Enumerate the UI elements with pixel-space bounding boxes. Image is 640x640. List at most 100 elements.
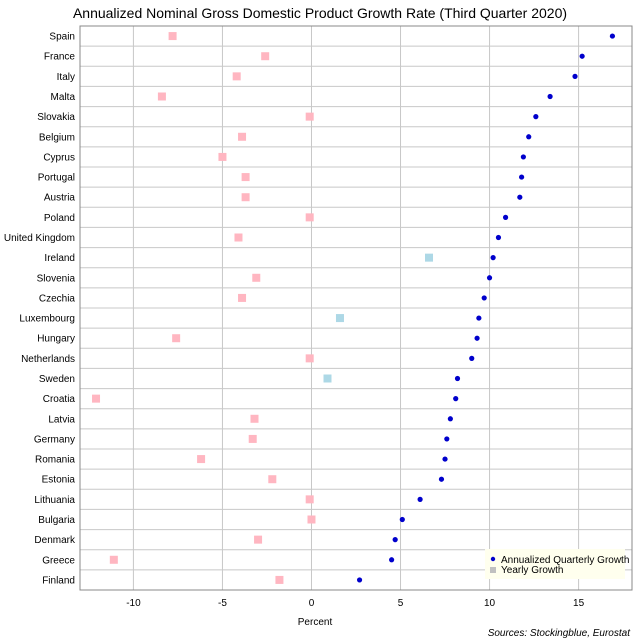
chart-title: Annualized Nominal Gross Domestic Produc…: [73, 5, 567, 21]
y-tick-label: Portugal: [38, 173, 75, 184]
yearly-growth-point: [305, 354, 314, 363]
yearly-growth-point: [335, 314, 344, 323]
grid-lines: [80, 25, 632, 591]
y-tick-label: Ireland: [44, 253, 75, 264]
yearly-growth-point: [109, 555, 118, 564]
y-tick-label: Luxembourg: [19, 314, 75, 325]
y-tick-label: Hungary: [37, 334, 75, 345]
y-tick-label: Denmark: [34, 535, 76, 546]
quarterly-growth-point: [495, 234, 502, 241]
yearly-growth-point: [234, 233, 243, 242]
quarterly-growth-point: [609, 33, 616, 39]
yearly-growth-point: [425, 253, 434, 262]
quarterly-growth-point: [447, 416, 453, 422]
y-tick-label: Latvia: [48, 414, 75, 425]
y-tick-label: Estonia: [42, 475, 76, 486]
x-tick-label: 5: [398, 598, 404, 609]
y-tick-label: United Kingdom: [4, 233, 75, 244]
x-tick-label: 10: [484, 598, 496, 609]
y-tick-label: Lithuania: [34, 495, 75, 506]
plot-frame: [79, 25, 633, 591]
y-tick-label: France: [44, 52, 76, 63]
quarterly-growth-point: [389, 557, 395, 563]
y-tick-label: Romania: [35, 455, 75, 466]
x-tick-label: -10: [126, 598, 141, 609]
quarterly-growth-point: [438, 476, 445, 482]
legend-quarterly-marker: [490, 556, 496, 562]
quarterly-growth-point: [476, 315, 482, 321]
x-axis-label: Percent: [298, 617, 333, 628]
yearly-growth-series: [92, 32, 434, 584]
quarterly-growth-point: [547, 93, 553, 100]
y-tick-label: Germany: [34, 434, 75, 445]
yearly-growth-point: [241, 173, 250, 182]
y-tick-label: Finland: [42, 575, 75, 586]
yearly-growth-point: [268, 475, 277, 484]
yearly-growth-point: [238, 132, 247, 141]
yearly-growth-point: [232, 72, 241, 81]
quarterly-growth-point: [356, 577, 363, 583]
quarterly-growth-point: [442, 456, 448, 462]
quarterly-growth-point: [517, 194, 523, 200]
legend-quarterly-label: Annualized Quarterly Growth: [501, 555, 629, 566]
yearly-growth-point: [197, 455, 206, 464]
yearly-growth-point: [172, 334, 181, 343]
y-tick-labels: Spain France Italy Malta Slovakia Belgium Cypr…: [4, 32, 76, 587]
x-tick-label: -5: [218, 598, 227, 609]
yearly-growth-point: [261, 52, 270, 61]
yearly-growth-point: [323, 374, 332, 383]
legend-yearly-marker: [490, 567, 496, 573]
quarterly-growth-point: [486, 275, 493, 281]
y-tick-label: Cyprus: [43, 152, 75, 163]
yearly-growth-point: [307, 515, 316, 524]
y-tick-label: Spain: [49, 32, 75, 43]
legend-box: [485, 549, 625, 579]
yearly-growth-point: [218, 152, 227, 161]
yearly-growth-point: [157, 92, 166, 101]
quarterly-growth-point: [453, 396, 459, 402]
yearly-growth-point: [168, 32, 177, 41]
quarterly-growth-point: [392, 537, 398, 543]
quarterly-growth-point: [520, 154, 526, 160]
x-tick-label: 15: [573, 598, 585, 609]
yearly-growth-point: [238, 293, 247, 302]
quarterly-growth-point: [417, 496, 423, 502]
y-tick-label: Croatia: [43, 394, 76, 405]
yearly-growth-point: [92, 394, 101, 403]
quarterly-growth-series: [356, 33, 616, 583]
y-tick-label: Greece: [42, 555, 75, 566]
quarterly-growth-point: [444, 436, 450, 442]
y-tick-label: Belgium: [39, 132, 75, 143]
quarterly-growth-point: [469, 355, 475, 361]
yearly-growth-point: [305, 213, 314, 222]
quarterly-growth-point: [474, 335, 480, 341]
yearly-growth-point: [250, 414, 259, 423]
y-tick-label: Austria: [44, 193, 76, 204]
y-tick-label: Poland: [44, 213, 75, 224]
quarterly-growth-point: [579, 53, 585, 59]
y-tick-label: Malta: [51, 92, 76, 103]
yearly-growth-point: [275, 575, 284, 584]
quarterly-growth-point: [490, 255, 496, 261]
yearly-growth-point: [252, 273, 261, 282]
quarterly-growth-point: [481, 295, 487, 301]
quarterly-growth-point: [526, 134, 532, 140]
x-tick-label: 0: [309, 598, 315, 609]
source-note: Sources: Stockingblue, Eurostat: [488, 628, 632, 639]
y-tick-label: Czechia: [39, 293, 76, 304]
y-tick-label: Netherlands: [21, 354, 75, 365]
x-tick-labels: -10 -5 0 5 10 15: [126, 598, 584, 609]
y-tick-label: Bulgaria: [38, 515, 75, 526]
quarterly-growth-point: [454, 375, 461, 382]
y-tick-label: Sweden: [39, 374, 75, 385]
quarterly-growth-point: [502, 214, 509, 220]
y-tick-label: Slovakia: [37, 112, 75, 123]
yearly-growth-point: [305, 495, 314, 504]
yearly-growth-point: [241, 193, 250, 202]
quarterly-growth-point: [399, 516, 405, 523]
yearly-growth-point: [254, 535, 263, 544]
legend-yearly-label: Yearly Growth: [501, 565, 563, 576]
y-tick-label: Italy: [57, 72, 75, 83]
